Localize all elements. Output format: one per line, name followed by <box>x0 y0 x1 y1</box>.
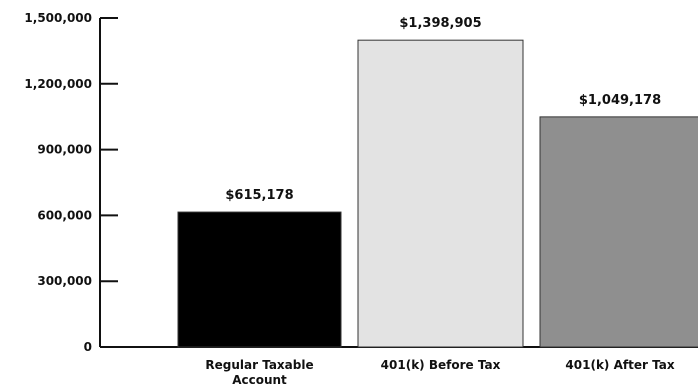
y-tick-label: 600,000 <box>37 208 92 222</box>
data-label: $1,398,905 <box>399 16 481 31</box>
bar <box>539 116 698 348</box>
chart-bars <box>177 39 698 348</box>
x-category-label: 401(k) Before Tax <box>381 358 501 372</box>
x-category-label: 401(k) After Tax <box>565 358 674 372</box>
y-tick-label: 1,200,000 <box>24 77 92 91</box>
y-tick-label: 900,000 <box>37 143 92 157</box>
chart-labels: $615,178 $1,398,905 $1,049,178 Regular Taxa… <box>205 16 674 387</box>
data-label: $1,049,178 <box>579 93 661 108</box>
y-tick-label: 300,000 <box>37 274 92 288</box>
bar <box>177 211 342 348</box>
y-tick-label: 0 <box>84 340 92 354</box>
x-category-label: Account <box>232 373 287 387</box>
y-tick-label: 1,500,000 <box>24 11 92 25</box>
x-category-label: Regular Taxable <box>205 358 313 372</box>
bar <box>357 39 524 348</box>
data-label: $615,178 <box>225 188 293 203</box>
